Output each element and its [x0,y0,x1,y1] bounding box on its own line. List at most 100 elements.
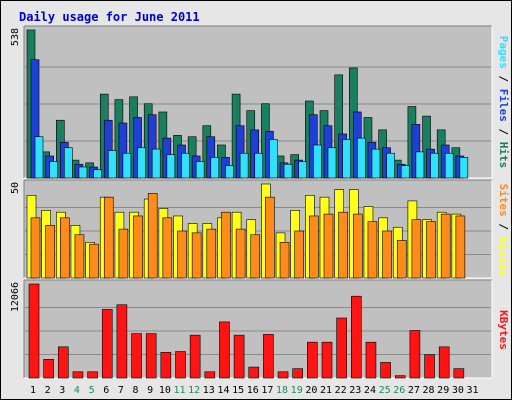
y-max-label: 50 [10,182,21,194]
bar-pages [225,165,234,179]
bar-pages [459,157,469,179]
legend: KBytes [497,310,510,350]
bar-kbytes [263,334,274,379]
bar-kbytes [233,334,245,379]
bar-kbytes [131,333,142,379]
bar-pages [166,154,176,179]
x-tick-label: 9 [147,385,153,396]
y-max-label: 12066 [10,282,21,312]
bar-pages [298,161,308,179]
legend-kbytes: KBytes [497,310,510,350]
bar-pages [181,152,190,179]
bar-pages [64,147,73,179]
legend-separator: / [497,69,510,89]
bar-kbytes [57,346,69,379]
bar-sites [162,217,173,279]
bar-kbytes [365,341,377,379]
x-tick-label: 16 [247,385,259,396]
bar-kbytes [380,362,391,379]
bar-kbytes [307,341,318,379]
legend: Sites / Visits [497,184,510,277]
x-tick-label: 23 [349,385,361,396]
bar-kbytes [424,354,435,379]
bar-pages [254,152,264,179]
bar-pages [415,151,425,179]
bar-pages [313,144,322,179]
bar-kbytes [101,309,113,379]
bar-pages [327,147,337,179]
x-tick-label: 31 [466,385,478,396]
x-tick-label: 11 [173,385,185,396]
bar-kbytes [453,368,465,379]
x-tick-label: 14 [217,385,229,396]
legend: Pages / Files / Hits [497,36,510,169]
chart-title: Daily usage for June 2011 [19,10,200,24]
bar-sites [103,196,114,279]
bar-kbytes [87,371,98,379]
bar-pages [430,152,439,179]
bar-kbytes [204,371,216,379]
legend-separator: / [497,217,510,237]
bar-pages [371,148,381,179]
bar-sites [235,228,246,279]
bar-pages [386,152,395,179]
legend-sites: Sites [497,184,510,217]
bar-pages [107,150,117,179]
bar-pages [49,161,58,179]
bar-kbytes [292,368,304,379]
bar-pages [78,166,88,179]
bar-pages [195,161,205,179]
bar-sites [89,243,99,279]
x-tick-label: 6 [103,385,109,396]
bar-sites [74,234,85,279]
x-tick-label: 10 [159,385,171,396]
bar-sites [206,228,217,279]
bar-kbytes [72,371,84,379]
bar-sites [250,234,261,279]
x-tick-label: 17 [261,385,273,396]
x-tick-label: 12 [188,385,200,396]
bar-sites [294,230,305,279]
bar-kbytes [248,366,260,379]
bar-sites [133,215,143,279]
bar-sites [411,219,422,279]
bar-sites [118,228,129,279]
x-tick-label: 30 [452,385,464,396]
bar-sites [265,196,275,279]
bar-pages [283,163,293,179]
legend-hits: Hits [497,142,510,169]
bar-sites [191,232,202,279]
bar-kbytes [160,351,172,379]
x-tick-label: 29 [437,385,449,396]
x-tick-label: 3 [59,385,65,396]
x-tick-label: 5 [89,385,95,396]
bar-sites [221,211,231,279]
bar-sites [382,230,392,279]
bar-pages [342,139,351,179]
bar-sites [45,225,55,279]
bar-kbytes [116,304,128,379]
bar-kbytes [219,321,230,379]
bar-pages [122,152,132,179]
x-tick-label: 27 [408,385,420,396]
x-tick-label: 1 [30,385,36,396]
x-tick-label: 8 [133,385,139,396]
bar-pages [137,147,146,179]
bar-kbytes [189,334,201,379]
x-tick-label: 4 [74,385,80,396]
bar-sites [396,240,407,279]
bar-sites [309,215,319,279]
bar-sites [367,221,378,279]
x-tick-label: 13 [203,385,215,396]
bar-kbytes [350,295,362,379]
x-tick-label: 19 [291,385,303,396]
x-tick-label: 7 [118,385,124,396]
bar-kbytes [175,351,186,379]
x-tick-label: 2 [45,385,51,396]
bar-pages [444,152,454,179]
bar-sites [59,217,70,279]
bar-sites [455,215,466,279]
bar-pages [34,136,44,179]
bar-sites [323,213,334,279]
